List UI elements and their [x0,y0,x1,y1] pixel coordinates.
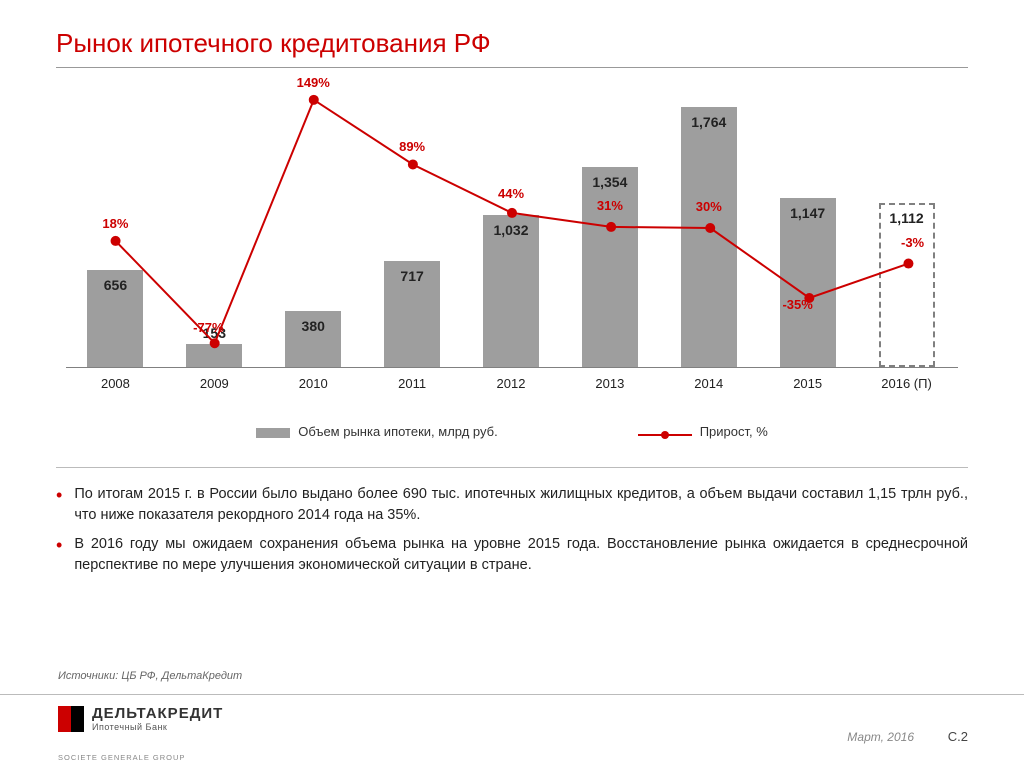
x-axis-label: 2016 (П) [867,376,947,391]
footer-date: Март, 2016 [847,730,914,744]
growth-label: -77% [193,320,223,335]
bar-value-label: 1,112 [867,210,947,226]
bar-value-label: 656 [75,277,155,293]
bar [681,107,737,367]
bar-value-label: 380 [273,318,353,334]
bar [879,203,935,367]
x-axis-label: 2011 [372,376,452,391]
divider-mid [56,467,968,468]
brand-subtitle: Ипотечный Банк [92,722,223,732]
growth-label: 44% [498,186,524,201]
line-swatch-icon [638,431,692,439]
x-axis-label: 2008 [75,376,155,391]
growth-label: -3% [901,235,924,250]
bar-swatch-icon [256,428,290,438]
slide-root: Рынок ипотечного кредитования РФ 656 2008… [0,0,1024,768]
growth-label: 149% [297,75,330,90]
bar [780,198,836,367]
x-axis-label: 2013 [570,376,650,391]
x-axis-label: 2015 [768,376,848,391]
bar-value-label: 1,764 [669,114,749,130]
divider-top [56,67,968,68]
page-title: Рынок ипотечного кредитования РФ [56,28,968,59]
x-axis-label: 2010 [273,376,353,391]
page-number: C.2 [948,729,968,744]
bullet-text: По итогам 2015 г. в России было выдано б… [74,484,968,526]
bar-value-label: 1,354 [570,174,650,190]
slide-footer: ДЕЛЬТАКРЕДИТ Ипотечный Банк SOCIETE GENE… [0,694,1024,768]
brand-logo: ДЕЛЬТАКРЕДИТ Ипотечный Банк [58,705,223,732]
bar [186,344,242,367]
bullet-icon: • [56,536,62,576]
sources-note: Источники: ЦБ РФ, ДельтаКредит [58,670,242,682]
bullet-list: • По итогам 2015 г. в России было выдано … [56,484,968,576]
bar-value-label: 1,147 [768,205,848,221]
bullet-text: В 2016 году мы ожидаем сохранения объема… [74,534,968,576]
bullet-item: • По итогам 2015 г. в России было выдано … [56,484,968,526]
combo-chart: 65620081532009380201071720111,03220121,3… [56,88,968,418]
bar-value-label: 1,032 [471,222,551,238]
x-axis-label: 2009 [174,376,254,391]
growth-label: -35% [782,297,812,312]
growth-label: 18% [102,216,128,231]
growth-label: 31% [597,198,623,213]
x-axis-label: 2012 [471,376,551,391]
x-axis [66,367,958,368]
group-name: SOCIETE GENERALE GROUP [58,753,185,762]
growth-label: 89% [399,139,425,154]
legend-item-line: Прирост, % [638,424,768,439]
growth-label: 30% [696,199,722,214]
bullet-icon: • [56,486,62,526]
chart-legend: Объем рынка ипотеки, млрд руб. Прирост, … [56,424,968,439]
brand-name: ДЕЛЬТАКРЕДИТ [92,705,223,722]
bar-value-label: 717 [372,268,452,284]
x-axis-label: 2014 [669,376,749,391]
logo-icon [58,706,84,732]
legend-item-bar: Объем рынка ипотеки, млрд руб. [256,424,498,439]
bullet-item: • В 2016 году мы ожидаем сохранения объем… [56,534,968,576]
